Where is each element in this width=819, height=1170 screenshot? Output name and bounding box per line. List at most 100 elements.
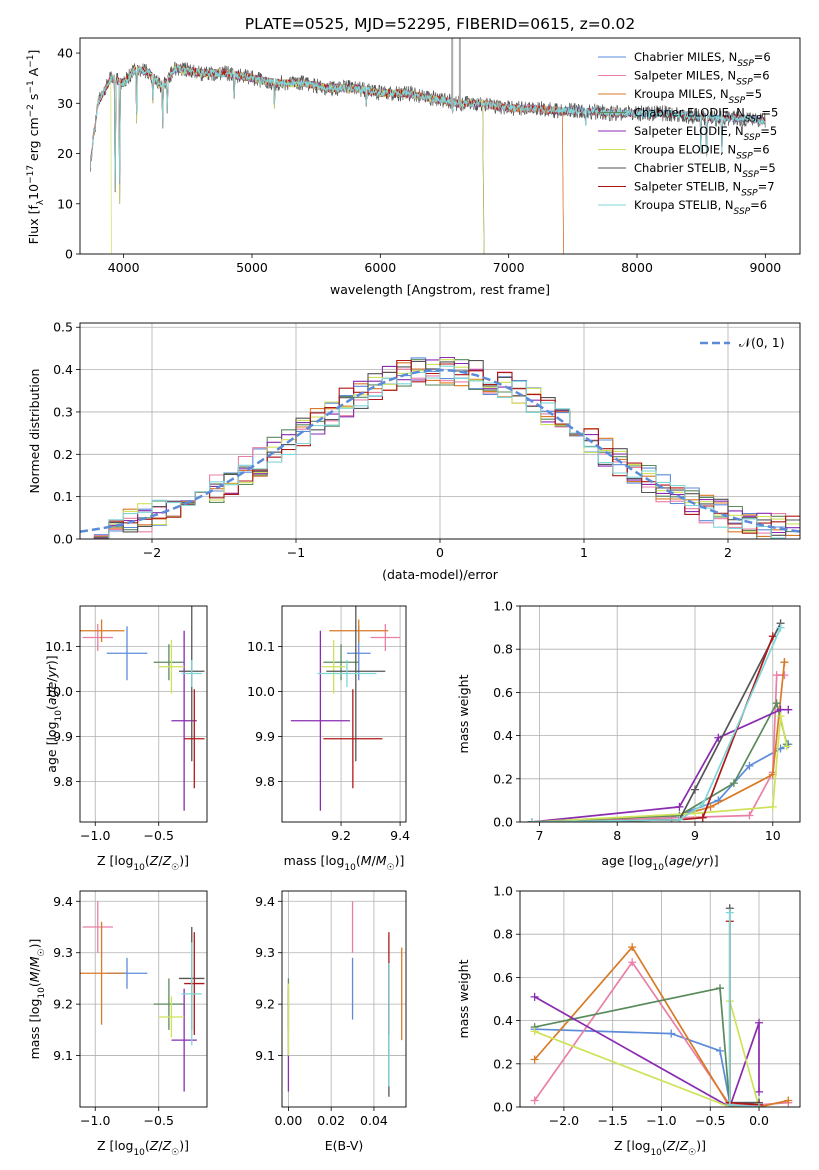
weight-line [728,912,760,1107]
tick-label-x: −0.5 [144,828,174,843]
x-axis-label: mass [log10(M/M☉)] [284,853,405,873]
weight-marker [780,671,789,680]
legend-label: 𝒩(0, 1) [739,335,785,350]
plot-area-mass-vs-Z [80,901,205,1092]
y-axis-label: age [log10(age/yr)] [44,655,64,772]
weight-marker [725,1100,734,1107]
axes-age-vs-Z: −1.0 −0.5 9.8 9.9 10.0 10.1 Z [log10(Z/Z☉)] age… [44,605,208,873]
weight-marker [782,742,791,751]
weight-marker [772,671,781,680]
tick-label-y: 0.4 [53,362,73,377]
axes-residuals: −2 −1 0 1 2 0.0 0.1 0.2 0.3 0.4 0.5 𝒩(0, 1) (data-mo… [27,320,801,582]
tick-label-x: 2 [724,545,732,560]
tick-label-y: 10 [57,196,73,211]
weight-marker [768,802,777,811]
tick-label-y: 9.3 [53,945,73,960]
legend-label: Chabrier STELIB, NSSP=5 [634,161,776,180]
y-axis-label: Normed distribution [27,369,42,494]
legend-label: Chabrier ELODIE, NSSP=5 [634,106,778,125]
histogram-step [80,359,800,539]
tick-label-y: 9.9 [53,729,73,744]
weight-line [534,996,760,1107]
weight-line [531,674,785,822]
weight-marker [784,1096,793,1105]
tick-label-y: 20 [57,146,73,161]
weight-marker [776,623,785,632]
tick-label-x: 0 [436,545,444,560]
spectrum-line [89,64,766,192]
tick-label-x: −1 [287,545,305,560]
weight-marker [530,1096,539,1105]
axes-frame [79,605,208,823]
tick-label-x: 0.00 [274,1113,302,1128]
figure-title: PLATE=0525, MJD=52295, FIBERID=0615, z=0… [245,15,635,33]
weight-marker [698,813,707,822]
weight-marker [725,908,734,917]
weight-line [534,1028,759,1104]
axes-mass-vs-Z: −1.0 −0.5 9.1 9.2 9.3 9.4 Z [log10(Z/Z☉)] mass … [27,890,208,1158]
weight-line [531,662,786,822]
weight-marker [628,943,637,952]
weight-marker [527,818,536,822]
tick-label-y: 9.1 [255,1048,275,1063]
weight-marker [729,779,738,788]
weight-marker [776,712,785,721]
plot-area-mass-vs-ebv [287,901,403,1097]
axes-mass-vs-ebv: 0.00 0.02 0.04 9.1 9.2 9.3 9.4 E(B-V) [255,890,407,1153]
tick-label-y: 0.2 [493,771,513,786]
weight-marker [716,1046,724,1055]
tick-label-x: 5000 [236,260,268,275]
legend-label: Salpeter MILES, NSSP=6 [634,69,770,88]
axes-frame [79,322,801,540]
axes-frame [79,37,801,255]
axes-frame [519,605,801,823]
tick-label-x: −2.0 [549,1113,579,1128]
tick-label-x: 9 [691,828,699,843]
tick-label-y: 9.9 [255,729,275,744]
weight-marker [768,632,777,641]
weight-marker [780,658,789,667]
y-axis-label: mass weight [456,959,471,1038]
plot-area-weight-vs-age [527,619,793,822]
weight-line [531,716,788,822]
spectrum-line [89,64,564,254]
tick-label-x: −1.5 [598,1113,628,1128]
tick-label-y: 10.0 [45,684,73,699]
tick-label-y: 30 [57,96,73,111]
tick-label-y: 9.3 [255,945,275,960]
tick-label-y: 0.0 [53,532,73,547]
axes-frame [281,890,407,1108]
weight-marker [698,800,707,809]
axes-weight-vs-Z: −2.0 −1.5 −1.0 −0.5 0.0 0.0 0.2 0.4 0.6 0.8 1.0 Z [… [456,884,801,1158]
legend-label: Salpeter ELODIE, NSSP=5 [634,124,777,143]
weight-marker [755,1103,764,1107]
axes-weight-vs-age: 7 8 9 10 0.0 0.2 0.4 0.6 0.8 1.0 age [log10(age/yr… [456,599,801,873]
weight-line [728,921,760,1106]
tick-label-x: 8 [613,828,621,843]
tick-label-x: 4000 [108,260,140,275]
plot-area-residuals [80,356,800,539]
weight-marker [755,1087,764,1096]
weight-marker [706,802,715,811]
tick-label-y: 0.4 [493,1013,513,1028]
weight-marker [628,958,637,967]
weight-marker [745,761,754,770]
weight-marker [716,984,724,993]
weight-marker [745,811,754,820]
tick-label-y: 0.2 [493,1056,513,1071]
weight-line [728,908,759,1104]
tick-label-x: 1 [580,545,588,560]
tick-label-x: 10 [765,828,781,843]
axes-frame [281,605,407,823]
tick-label-y: 0.6 [493,685,513,700]
tick-label-x: −0.5 [144,1113,174,1128]
x-axis-label: Z [log10(Z/Z☉)] [97,853,189,873]
x-axis-label: Z [log10(Z/Z☉)] [614,1138,706,1158]
weight-marker [530,1027,539,1036]
histogram-step [80,365,800,539]
tick-label-y: 9.2 [53,997,73,1012]
spectrum-line [89,64,564,254]
weight-line [531,743,789,822]
tick-label-y: 0.3 [53,404,73,419]
